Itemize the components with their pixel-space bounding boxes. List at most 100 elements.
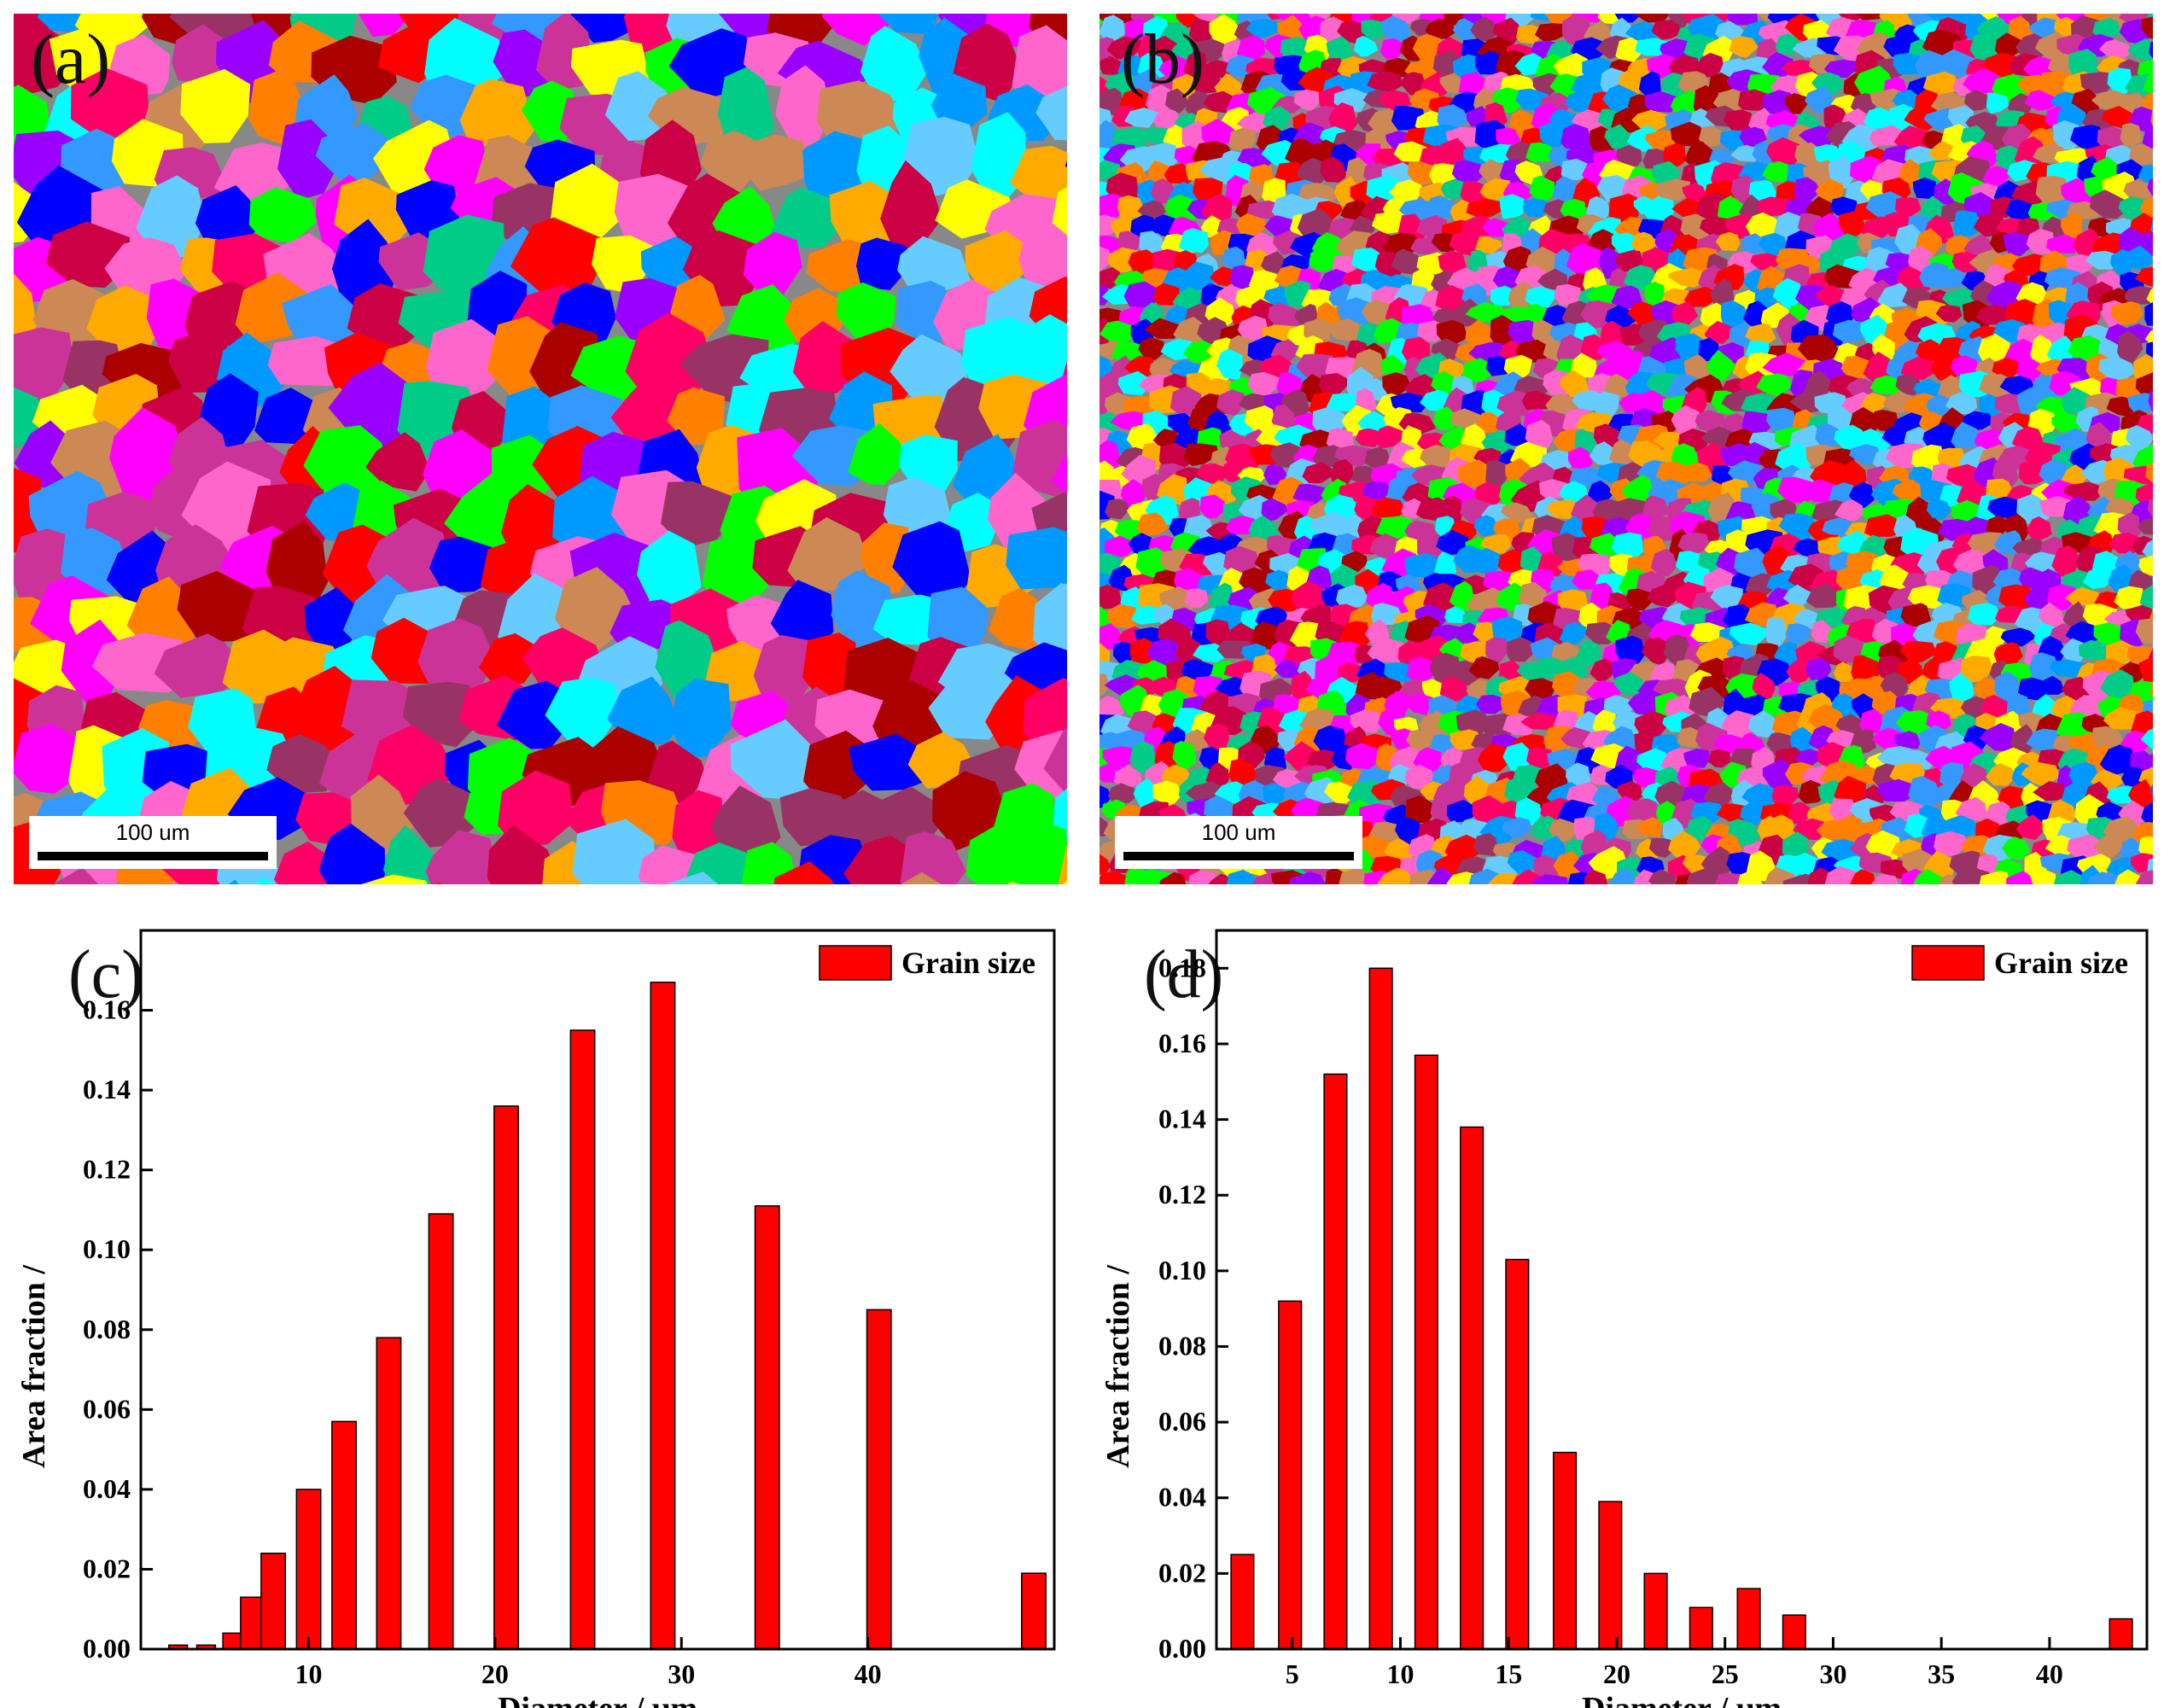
grain [2141, 802, 2153, 828]
grain [1107, 603, 1140, 628]
grain [1404, 764, 1434, 790]
grain [1695, 52, 1724, 78]
grain [1065, 160, 1067, 168]
grain [1859, 708, 1883, 734]
grain [1393, 141, 1429, 162]
histogram-c-svg: (c) 0.00 0.02 0.04 0.06 0.08 0.10 0.12 0.14 0.16 1… [16, 929, 1056, 1708]
grain [1808, 703, 1846, 735]
grain [1982, 166, 2009, 189]
grain [1113, 765, 1142, 787]
grain [1786, 658, 1812, 685]
grain [1979, 871, 2010, 884]
grain [1975, 305, 2014, 325]
grain [1182, 443, 1219, 467]
grain [1588, 480, 1614, 504]
grain [1850, 869, 1875, 884]
grain [1263, 215, 1293, 237]
grain [1313, 726, 1347, 753]
x-tick-label: 10 [1386, 1658, 1414, 1689]
grain [1196, 463, 1231, 484]
grain [1308, 511, 1348, 538]
grain [1320, 156, 1347, 183]
grain [1900, 603, 1932, 627]
grain [1205, 761, 1229, 788]
grain [1532, 73, 1561, 96]
grain [1289, 871, 1326, 884]
grain [1591, 784, 1619, 806]
grain [1834, 499, 1864, 522]
grain [459, 79, 535, 147]
grain [1450, 408, 1484, 428]
grain [1945, 463, 1986, 487]
grain [1710, 278, 1735, 306]
grain [1353, 35, 1379, 57]
grain [1788, 802, 1811, 825]
grain [53, 866, 99, 884]
grain [423, 135, 488, 195]
grain [1474, 236, 1502, 254]
grain [1477, 743, 1514, 772]
grain [1740, 800, 1764, 826]
grain [775, 65, 832, 152]
grain [1468, 656, 1500, 679]
grain [1433, 406, 1456, 431]
grain [2094, 831, 2123, 859]
grain [1293, 89, 1319, 112]
x-tick-label: 5 [1286, 1658, 1299, 1689]
grain [1128, 533, 1153, 555]
grain [700, 130, 755, 192]
grain [1683, 141, 1715, 168]
x-axis-title: Diameter / μm [498, 1691, 697, 1708]
grain [900, 831, 966, 884]
grain [1821, 838, 1857, 861]
grain [1985, 515, 2009, 535]
legend-label: Grain size [1994, 946, 2128, 980]
grain [2092, 18, 2120, 37]
grain [1439, 73, 1466, 94]
grain [1246, 371, 1280, 399]
grain [1117, 230, 1141, 252]
legend-swatch [1911, 945, 1985, 981]
grain [479, 632, 542, 688]
grain [1614, 216, 1646, 238]
grain [1168, 412, 1195, 434]
grain [1604, 124, 1631, 149]
grain [545, 677, 621, 749]
grain [1915, 339, 1942, 362]
grain [1121, 479, 1146, 508]
grain [1683, 748, 1712, 768]
grain [1099, 584, 1122, 609]
grain [1378, 708, 1402, 736]
grain [741, 842, 796, 884]
grain [1404, 552, 1441, 578]
grain [2018, 459, 2046, 485]
grain [1881, 426, 1910, 446]
grain [1960, 696, 1987, 720]
y-tick-label: 0.12 [1158, 1179, 1206, 1210]
scale-bar-line-a [38, 852, 268, 860]
grain [1153, 283, 1180, 306]
grain [2140, 16, 2153, 39]
grain [1554, 283, 1582, 306]
grain [1953, 210, 1980, 237]
grain [1524, 678, 1556, 701]
grain [1473, 832, 1498, 857]
grain [2146, 288, 2153, 306]
grain [2139, 584, 2153, 610]
grain [1892, 479, 1925, 501]
grain [1608, 439, 1637, 467]
grain [315, 123, 392, 184]
grain [1124, 108, 1158, 128]
grain [2012, 538, 2043, 557]
grain [180, 68, 251, 143]
grain [2019, 567, 2044, 590]
grain [2005, 199, 2034, 223]
panel-label-b: (b) [1121, 20, 1204, 99]
grain [1129, 741, 1156, 774]
grain [248, 187, 320, 243]
grain [1014, 730, 1067, 802]
grain [1203, 551, 1233, 575]
grain [1430, 733, 1454, 753]
grain [1747, 710, 1777, 738]
grain [2110, 301, 2144, 326]
